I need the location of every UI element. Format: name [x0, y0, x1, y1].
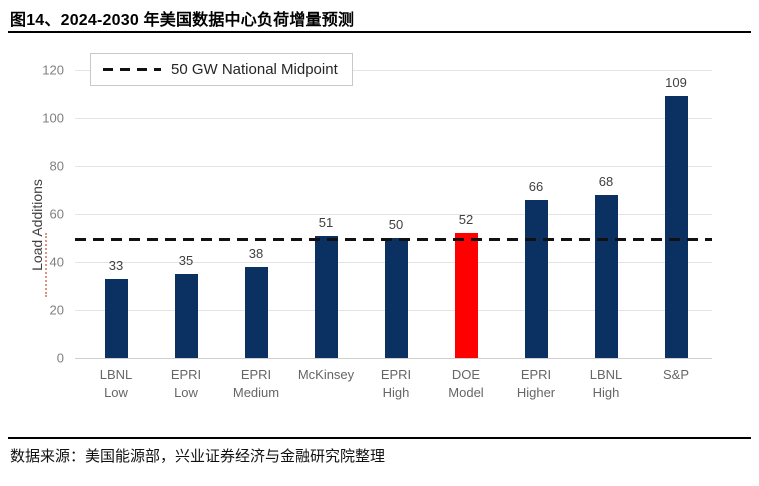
x-tick-label: LBNL High: [589, 367, 623, 400]
bar: [664, 96, 688, 358]
bar-value-label: 35: [178, 253, 194, 268]
bar-value-label: 33: [108, 257, 124, 273]
x-tick-label: McKinsey: [297, 367, 355, 382]
x-tick-label: DOE Model: [448, 367, 484, 400]
bar: [454, 233, 478, 358]
footer-divider: [8, 437, 751, 439]
gridline: [75, 166, 712, 167]
y-tick-label: 0: [56, 350, 64, 366]
bar: [524, 199, 548, 358]
bar: [174, 274, 198, 358]
bar-value-label: 38: [248, 245, 264, 261]
title-divider: [8, 31, 751, 33]
gridline: [75, 118, 712, 119]
bar-value-label: 66: [528, 178, 544, 194]
y-tick-label: 120: [42, 62, 64, 78]
x-tick-label: EPRI Low: [170, 367, 202, 400]
gridline: [75, 70, 712, 71]
bar: [314, 235, 338, 358]
gridline: [75, 214, 712, 215]
dashed-line-icon: [103, 68, 161, 71]
y-tick-label: 100: [42, 110, 64, 126]
x-tick-label: EPRI Higher: [516, 367, 556, 400]
midpoint-dashed-line: [75, 238, 712, 241]
y-tick-label: 80: [49, 158, 64, 174]
bar-value-label: 68: [598, 173, 614, 189]
x-tick-label: EPRI High: [380, 367, 412, 400]
red-dotted-artifact: [45, 233, 47, 297]
gridline: [75, 358, 712, 359]
figure-title: 图14、2024-2030 年美国数据中心负荷增量预测: [10, 12, 355, 29]
bar: [384, 238, 408, 358]
x-tick-label: LBNL Low: [99, 367, 133, 400]
bar-value-label: 50: [388, 217, 404, 232]
bar-value-label: 51: [318, 214, 334, 230]
x-tick-label: S&P: [662, 367, 689, 382]
bar: [244, 266, 268, 358]
bar: [104, 278, 128, 358]
bar-value-label: 109: [665, 75, 687, 91]
source-note: 数据来源：美国能源部，兴业证券经济与金融研究院整理: [10, 448, 386, 465]
y-tick-label: 60: [49, 206, 64, 222]
legend: 50 GW National Midpoint: [90, 53, 353, 86]
y-tick-label: 20: [49, 302, 64, 318]
bar-value-label: 52: [458, 212, 474, 228]
x-tick-label: EPRI Medium: [232, 367, 280, 400]
bar: [594, 194, 618, 358]
y-tick-label: 40: [49, 254, 64, 270]
legend-label: 50 GW National Midpoint: [171, 61, 338, 78]
